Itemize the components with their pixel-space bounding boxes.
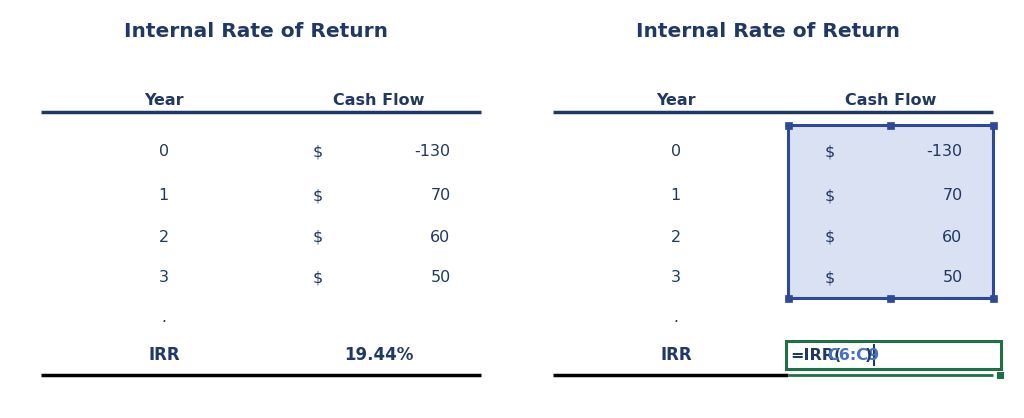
Text: $: $ (824, 189, 835, 204)
Text: ): ) (865, 347, 872, 362)
Text: Cash Flow: Cash Flow (333, 93, 425, 108)
Text: IRR: IRR (148, 346, 179, 364)
Text: -130: -130 (415, 145, 451, 160)
Text: 70: 70 (942, 189, 963, 204)
Text: 60: 60 (942, 229, 963, 245)
Text: $: $ (824, 145, 835, 160)
Text: .: . (674, 311, 678, 326)
Text: 3: 3 (159, 270, 169, 285)
Text: 50: 50 (942, 270, 963, 285)
Text: $: $ (824, 229, 835, 245)
Bar (788, 125, 993, 298)
Bar (888, 295, 894, 301)
Text: 0: 0 (159, 145, 169, 160)
Bar (990, 122, 996, 128)
Text: C6:C9: C6:C9 (827, 347, 879, 362)
Text: 2: 2 (671, 229, 681, 245)
Text: 0: 0 (671, 145, 681, 160)
Text: Internal Rate of Return: Internal Rate of Return (124, 22, 388, 41)
Text: $: $ (312, 145, 323, 160)
Bar (990, 295, 996, 301)
Bar (997, 372, 1005, 379)
Text: 60: 60 (430, 229, 451, 245)
Text: 2: 2 (159, 229, 169, 245)
Text: 19.44%: 19.44% (344, 346, 414, 364)
Text: $: $ (312, 189, 323, 204)
Text: 70: 70 (430, 189, 451, 204)
Bar (785, 295, 792, 301)
Bar (786, 341, 1001, 369)
Text: 1: 1 (671, 189, 681, 204)
Text: Year: Year (144, 93, 183, 108)
Bar (888, 122, 894, 128)
Text: .: . (162, 311, 166, 326)
Text: 1: 1 (159, 189, 169, 204)
Text: $: $ (824, 270, 835, 285)
Text: Year: Year (656, 93, 695, 108)
Text: $: $ (312, 229, 323, 245)
Text: Internal Rate of Return: Internal Rate of Return (636, 22, 900, 41)
Text: -130: -130 (927, 145, 963, 160)
Text: Cash Flow: Cash Flow (845, 93, 937, 108)
Text: 50: 50 (430, 270, 451, 285)
Text: 3: 3 (671, 270, 681, 285)
Text: $: $ (312, 270, 323, 285)
Text: IRR: IRR (660, 346, 691, 364)
Bar (785, 122, 792, 128)
Text: =IRR(: =IRR( (790, 347, 841, 362)
